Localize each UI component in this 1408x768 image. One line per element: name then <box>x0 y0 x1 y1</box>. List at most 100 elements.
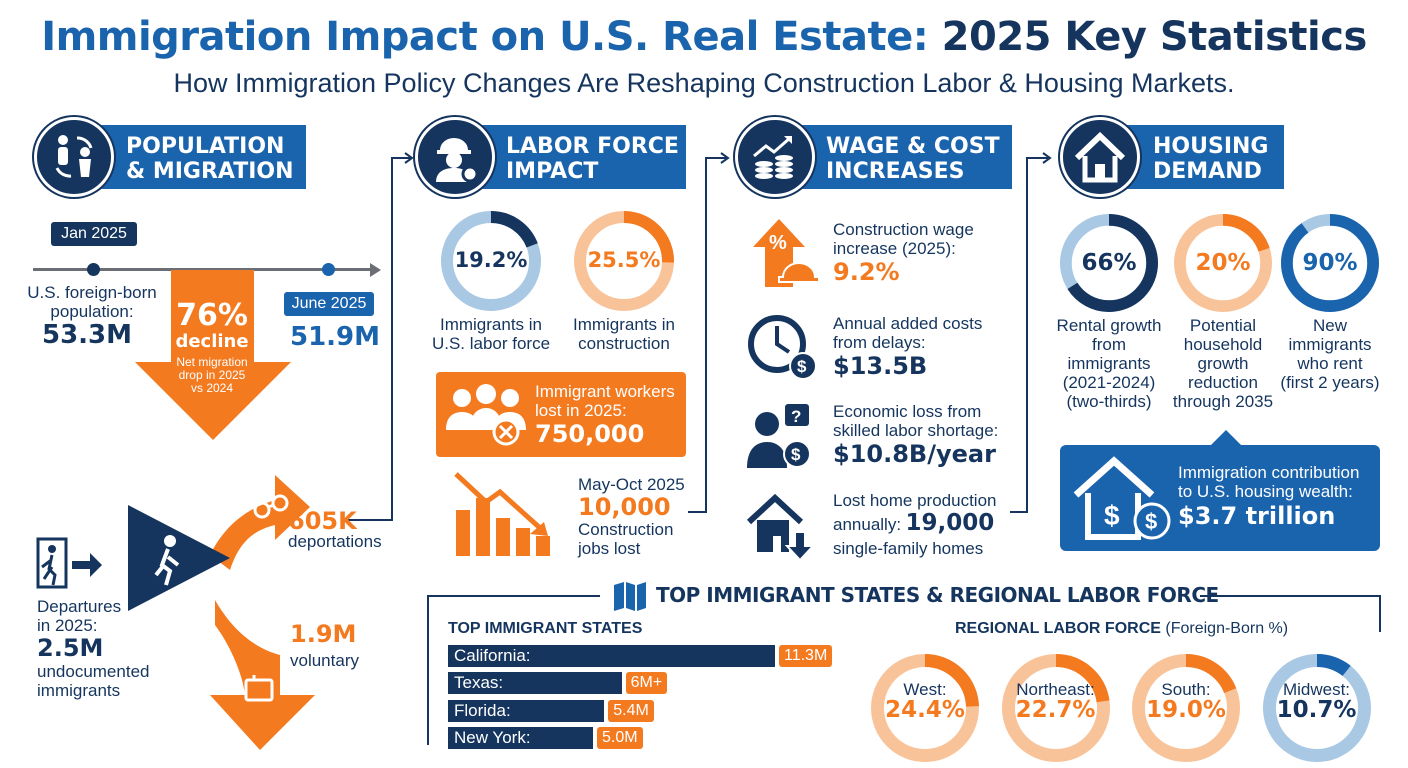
chart-coins-icon <box>735 117 815 197</box>
decline-callout: 76% decline Net migration drop in 2025 v… <box>175 298 249 395</box>
state-value-label: 5.0M <box>597 726 643 749</box>
foreign-born-jan-value: 53.3M <box>42 320 133 350</box>
population-heading: POPULATION & MIGRATION <box>100 125 306 189</box>
departures-label: Departures in 2025: <box>37 597 122 635</box>
donut-fill <box>1060 214 1158 312</box>
svg-text:$: $ <box>1145 509 1157 534</box>
workers-lost-text: Immigrant workers lost in 2025: 750,000 <box>535 382 675 448</box>
household-reduction-donut <box>1174 214 1272 312</box>
new-immigrants-rent-pct: 90% <box>1302 250 1358 276</box>
labor-force-donut <box>441 211 541 311</box>
house-icon <box>1060 117 1140 197</box>
region-donut <box>1132 654 1240 762</box>
june-2025-tag: June 2025 <box>284 292 374 316</box>
region-value: 10.7% <box>1276 697 1357 723</box>
map-icon <box>614 582 646 611</box>
donut-fill <box>1281 214 1379 312</box>
people-x-icon <box>446 384 526 446</box>
svg-text:%: % <box>769 232 787 254</box>
state-value-label: 5.4M <box>608 699 654 722</box>
svg-text:$: $ <box>1104 500 1120 531</box>
donut-fill <box>574 211 674 311</box>
rental-growth-pct: 66% <box>1081 250 1137 276</box>
labor-heading: LABOR FORCE IMPACT <box>470 125 686 189</box>
labor-force-label: Immigrants in U.S. labor force <box>431 315 551 353</box>
declining-chart-icon <box>454 472 550 556</box>
person-question-dollar-icon: ?$ <box>747 404 811 468</box>
state-bar: Florida: <box>448 699 605 722</box>
region-value: 22.7% <box>1015 697 1096 723</box>
wage-increase-stat: Construction wage increase (2025): 9.2% <box>833 220 974 286</box>
region-donut <box>1262 654 1371 762</box>
labor-force-pct: 19.2% <box>454 248 528 272</box>
housing-wealth-text: Immigration contribution to U.S. housing … <box>1178 463 1360 530</box>
timeline-dot-jan <box>87 263 100 276</box>
foreign-born-june-value: 51.9M <box>290 322 381 352</box>
svg-text:$: $ <box>797 357 807 376</box>
region-donut <box>871 654 979 762</box>
timeline-line <box>33 268 373 271</box>
timeline-dot-june <box>322 263 335 276</box>
state-bar: Texas: <box>448 672 622 695</box>
donut-fill <box>871 654 979 762</box>
worker-gear-icon <box>415 117 495 197</box>
state-value-label: 11.3M <box>779 645 833 667</box>
construction-label: Immigrants in construction <box>572 315 676 353</box>
region-name: South: <box>1161 680 1211 699</box>
timeline-arrow-icon <box>370 263 381 277</box>
foreign-born-label: U.S. foreign-born population: <box>27 283 157 321</box>
rental-growth-donut <box>1060 214 1158 312</box>
state-bar: California: <box>448 645 775 667</box>
deportations-label: deportations <box>288 532 382 551</box>
region-donut <box>1001 654 1110 762</box>
percent-arrow-hardhat-icon: % <box>753 219 820 287</box>
household-reduction-label: Potential household growth reduction through… <box>1172 316 1274 411</box>
household-reduction-pct: 20% <box>1195 250 1251 276</box>
construction-donut <box>574 211 674 311</box>
donut-fill <box>441 211 541 311</box>
donut-fill <box>1262 654 1371 762</box>
jan-2025-tag: Jan 2025 <box>51 222 137 246</box>
wealth-box-pointer <box>1210 430 1242 446</box>
svg-text:?: ? <box>791 407 801 426</box>
house-dollar-icon: $ $ <box>1073 456 1171 540</box>
region-name: West: <box>903 680 947 699</box>
voluntary-label: voluntary <box>290 651 359 670</box>
region-name: Northeast: <box>1016 680 1095 699</box>
title-part-1: Immigration Impact on U.S. Real Estate: <box>41 14 929 60</box>
page-subtitle: How Immigration Policy Changes Are Resha… <box>173 68 1235 98</box>
people-exchange-icon <box>34 117 114 197</box>
region-name: Midwest: <box>1282 680 1351 699</box>
states-section-heading: TOP IMMIGRANT STATES & REGIONAL LABOR FO… <box>656 583 1219 607</box>
exit-door-icon <box>36 537 102 589</box>
top-states-title: TOP IMMIGRANT STATES <box>448 620 643 637</box>
wage-heading: WAGE & COST INCREASES <box>790 125 1012 189</box>
labor-shortage-stat: Economic loss from skilled labor shortage… <box>833 402 999 468</box>
state-bar: New York: <box>448 726 593 749</box>
voluntary-value: 1.9M <box>290 620 357 648</box>
new-immigrants-rent-donut <box>1281 214 1379 312</box>
region-value: 24.4% <box>885 697 965 723</box>
donut-fill <box>1174 214 1272 312</box>
new-immigrants-rent-label: New immigrants who rent (first 2 years) <box>1280 316 1380 392</box>
jobs-lost-text: May-Oct 2025 10,000 Construction jobs lost <box>578 475 685 558</box>
departures-value: 2.5M <box>37 634 104 662</box>
clock-dollar-icon: $ <box>748 315 817 380</box>
deportations-value: 605K <box>288 507 357 535</box>
lost-homes-stat: Lost home production annually: 19,000 sing… <box>833 491 997 558</box>
svg-text:$: $ <box>791 445 801 464</box>
donut-fill <box>1132 654 1240 762</box>
region-value: 19.0% <box>1146 697 1226 723</box>
departure-flow-arrows <box>210 475 315 750</box>
donut-fill <box>1001 654 1110 762</box>
rental-growth-label: Rental growth from immigrants (2021-2024) (t… <box>1056 316 1162 411</box>
construction-pct: 25.5% <box>587 248 661 272</box>
title-part-2: 2025 Key Statistics <box>941 14 1368 60</box>
regional-title: REGIONAL LABOR FORCE (Foreign-Born %) <box>955 620 1289 637</box>
departures-sublabel: undocumented immigrants <box>37 662 150 700</box>
decline-arrow-icon <box>135 270 291 440</box>
house-down-arrow-icon <box>746 493 816 562</box>
delay-cost-stat: Annual added costs from delays: $13.5B <box>833 314 983 380</box>
page-title: Immigration Impact on U.S. Real Estate: … <box>0 14 1408 60</box>
